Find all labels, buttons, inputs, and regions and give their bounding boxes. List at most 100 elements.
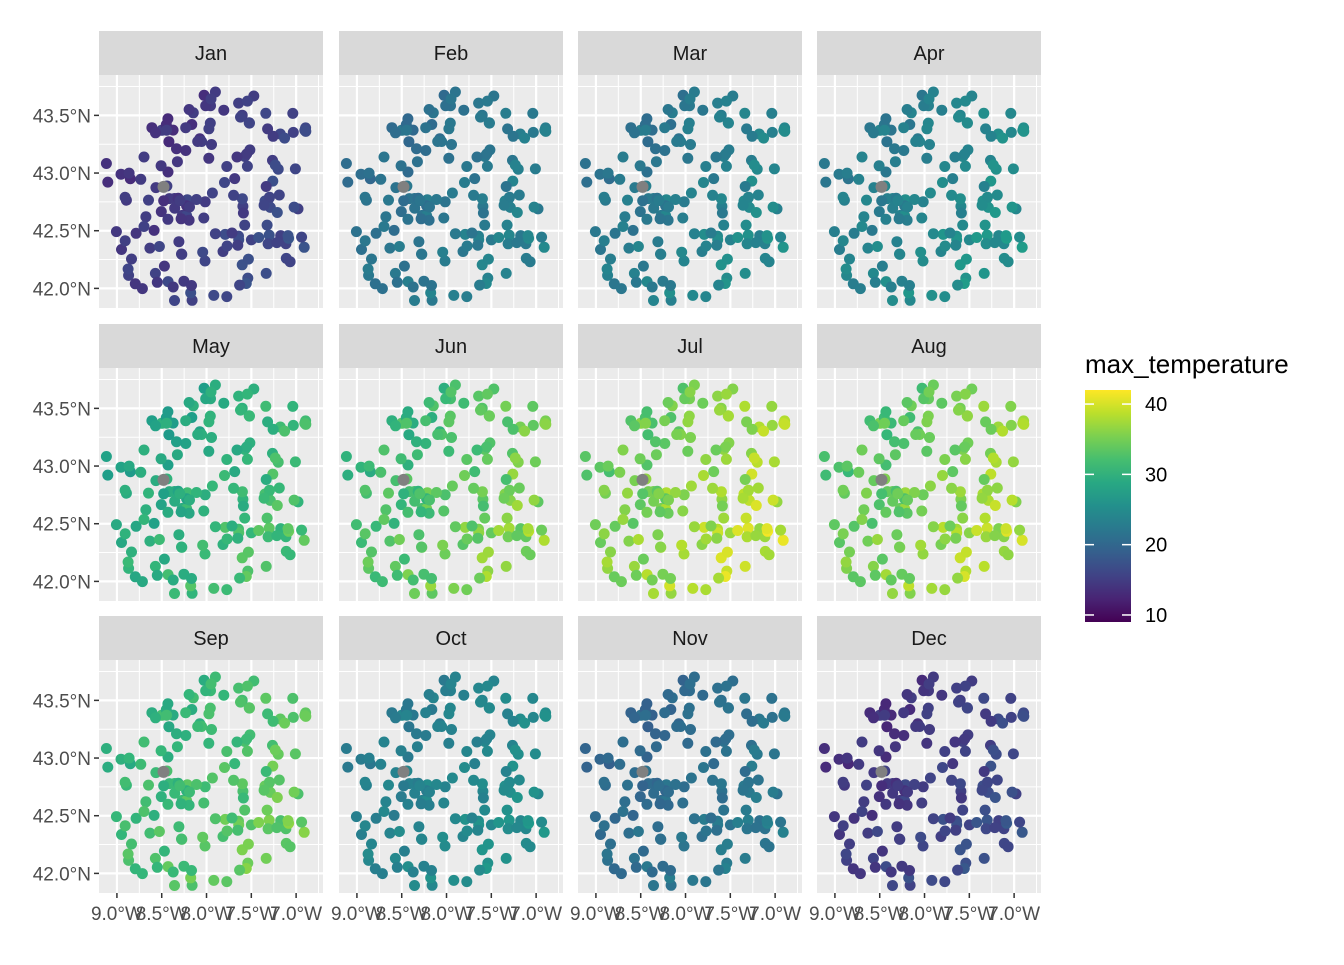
station-point <box>917 840 929 852</box>
station-point <box>750 207 762 218</box>
station-point <box>707 189 719 201</box>
station-point <box>233 97 245 109</box>
station-point <box>138 736 150 748</box>
station-point <box>1000 230 1012 242</box>
station-point <box>720 745 732 757</box>
station-point <box>237 792 249 804</box>
station-point <box>431 194 442 205</box>
station-point <box>916 797 928 809</box>
station-point <box>844 253 855 265</box>
station-point <box>258 199 270 211</box>
station-point <box>670 487 681 498</box>
facet-strip <box>817 616 1041 660</box>
station-point <box>509 744 521 756</box>
station-point <box>208 874 220 886</box>
station-point <box>880 113 892 125</box>
station-point <box>761 523 773 535</box>
station-point <box>763 841 775 853</box>
station-point <box>279 717 291 729</box>
station-point <box>880 506 892 518</box>
station-point <box>678 196 690 208</box>
station-point <box>169 588 180 599</box>
station-point <box>959 388 971 400</box>
station-point <box>871 826 883 837</box>
station-point <box>670 779 681 790</box>
station-point <box>180 707 192 719</box>
station-point <box>904 573 915 584</box>
station-point <box>411 728 422 740</box>
station-point <box>123 752 135 764</box>
station-point <box>398 260 410 272</box>
station-point <box>370 812 382 824</box>
station-point <box>402 506 414 518</box>
station-point <box>737 784 749 796</box>
station-point <box>650 449 662 461</box>
station-point <box>959 148 971 160</box>
facet-strip <box>99 616 323 660</box>
station-point <box>461 746 473 757</box>
station-point <box>522 523 534 535</box>
station-point <box>924 772 936 784</box>
station-point <box>887 588 898 599</box>
station-point <box>409 880 420 891</box>
station-point <box>174 488 186 500</box>
station-point <box>697 689 709 701</box>
station-point <box>718 219 730 231</box>
station-point <box>232 824 244 836</box>
station-point <box>848 520 860 532</box>
station-point <box>581 176 593 188</box>
station-point <box>991 774 1003 786</box>
station-point <box>602 460 614 472</box>
station-point <box>655 541 666 553</box>
station-point <box>628 560 640 572</box>
facet-strip-label: May <box>192 336 230 358</box>
station-point <box>889 741 901 753</box>
station-point <box>980 238 992 250</box>
station-point <box>605 546 616 558</box>
station-point <box>700 825 712 837</box>
station-point <box>241 441 253 453</box>
station-point <box>423 104 435 115</box>
station-point <box>720 388 732 400</box>
station-point <box>176 541 187 553</box>
station-point <box>739 852 751 864</box>
station-point <box>443 123 455 135</box>
station-point <box>833 753 845 765</box>
station-point <box>180 415 192 427</box>
x-tick-label: 8.5°W <box>136 904 188 925</box>
station-point <box>471 151 483 163</box>
station-point <box>909 194 920 205</box>
station-point <box>739 766 751 777</box>
station-point <box>500 692 512 704</box>
station-point <box>742 229 754 241</box>
station-point <box>950 824 962 836</box>
station-point <box>258 784 270 796</box>
station-point <box>138 444 150 456</box>
y-tick-label: 42.5°N <box>33 807 91 828</box>
station-point <box>524 841 536 853</box>
station-point-na <box>157 180 170 193</box>
station-point <box>684 678 696 690</box>
station-point <box>927 521 939 533</box>
station-point <box>598 820 610 832</box>
station-point <box>837 528 849 540</box>
station-point <box>540 125 552 137</box>
x-tick-label: 9.0°W <box>809 904 861 925</box>
station-point <box>221 825 233 837</box>
station-point <box>894 541 905 553</box>
station-point <box>221 454 233 465</box>
station-point <box>198 797 210 809</box>
station-point <box>366 546 377 558</box>
station-point <box>203 123 215 135</box>
station-point <box>712 390 724 402</box>
station-point <box>234 864 246 876</box>
station-point <box>879 417 891 429</box>
station-point <box>413 529 425 541</box>
station-point <box>981 814 993 826</box>
station-point <box>871 534 883 545</box>
station-point <box>767 786 779 798</box>
station-point <box>415 798 427 810</box>
station-point <box>284 256 296 268</box>
station-point <box>420 145 432 156</box>
